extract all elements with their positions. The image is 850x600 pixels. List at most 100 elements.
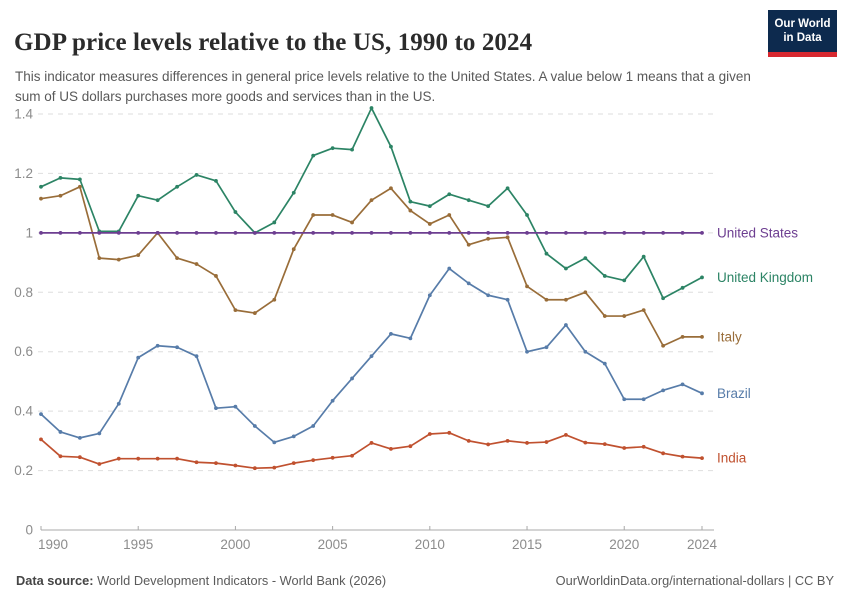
data-point-italy[interactable] — [311, 213, 316, 217]
data-point-united-kingdom[interactable] — [622, 278, 627, 283]
series-label-united-kingdom[interactable]: United Kingdom — [717, 270, 813, 285]
data-point-brazil[interactable] — [525, 349, 529, 354]
data-point-italy[interactable] — [447, 213, 452, 217]
data-point-united-kingdom[interactable] — [427, 204, 432, 209]
data-point-united-states[interactable] — [389, 230, 393, 235]
data-point-india[interactable] — [427, 432, 432, 436]
data-point-united-states[interactable] — [311, 230, 316, 235]
data-point-united-states[interactable] — [350, 230, 354, 235]
data-point-brazil[interactable] — [505, 297, 510, 302]
data-point-india[interactable] — [544, 440, 549, 444]
data-point-india[interactable] — [408, 444, 413, 449]
data-point-india[interactable] — [466, 438, 471, 443]
data-point-india[interactable] — [39, 437, 43, 442]
data-point-united-states[interactable] — [602, 230, 607, 235]
data-point-united-kingdom[interactable] — [155, 198, 160, 203]
data-point-italy[interactable] — [544, 297, 549, 302]
data-point-united-states[interactable] — [505, 230, 510, 235]
data-point-italy[interactable] — [583, 290, 588, 295]
data-point-united-kingdom[interactable] — [369, 106, 374, 110]
data-point-united-kingdom[interactable] — [602, 274, 607, 278]
data-point-united-states[interactable] — [39, 230, 43, 235]
data-point-brazil[interactable] — [369, 354, 374, 359]
data-point-brazil[interactable] — [427, 293, 432, 298]
data-point-united-states[interactable] — [77, 230, 82, 235]
data-point-united-states[interactable] — [369, 230, 374, 235]
data-point-united-kingdom[interactable] — [39, 184, 43, 189]
data-point-united-states[interactable] — [641, 230, 646, 235]
data-point-united-kingdom[interactable] — [233, 210, 238, 214]
data-point-italy[interactable] — [175, 256, 179, 261]
data-point-united-states[interactable] — [583, 230, 588, 235]
data-point-italy[interactable] — [505, 235, 510, 240]
data-point-united-kingdom[interactable] — [466, 198, 471, 203]
data-point-india[interactable] — [564, 433, 568, 437]
data-point-brazil[interactable] — [680, 382, 685, 387]
data-point-united-kingdom[interactable] — [272, 220, 277, 225]
data-point-italy[interactable] — [486, 236, 491, 241]
data-point-united-states[interactable] — [58, 230, 63, 235]
data-point-india[interactable] — [369, 441, 374, 445]
data-point-italy[interactable] — [350, 220, 354, 225]
data-point-united-states[interactable] — [214, 230, 218, 235]
data-point-italy[interactable] — [97, 256, 102, 261]
data-point-brazil[interactable] — [194, 354, 199, 359]
data-point-united-kingdom[interactable] — [564, 266, 568, 271]
data-point-united-states[interactable] — [155, 230, 160, 235]
data-point-united-states[interactable] — [427, 230, 432, 235]
data-point-italy[interactable] — [39, 196, 43, 201]
data-point-brazil[interactable] — [661, 388, 666, 393]
data-point-brazil[interactable] — [486, 293, 491, 298]
data-point-brazil[interactable] — [544, 345, 549, 350]
data-point-united-states[interactable] — [447, 230, 452, 235]
data-point-india[interactable] — [583, 440, 588, 445]
data-point-brazil[interactable] — [466, 281, 471, 286]
data-point-united-kingdom[interactable] — [175, 184, 179, 189]
data-point-italy[interactable] — [661, 343, 666, 348]
data-point-united-kingdom[interactable] — [408, 199, 413, 204]
data-point-india[interactable] — [700, 456, 704, 460]
data-point-united-states[interactable] — [252, 230, 257, 235]
data-point-india[interactable] — [447, 430, 452, 435]
data-point-italy[interactable] — [77, 184, 82, 189]
data-point-india[interactable] — [680, 454, 685, 459]
data-point-united-states[interactable] — [680, 230, 685, 235]
data-point-italy[interactable] — [389, 186, 393, 191]
data-point-brazil[interactable] — [564, 323, 568, 327]
data-point-united-states[interactable] — [622, 230, 627, 235]
data-point-united-states[interactable] — [525, 230, 529, 235]
series-label-india[interactable]: India — [717, 451, 747, 466]
data-point-united-kingdom[interactable] — [214, 178, 218, 183]
data-point-united-kingdom[interactable] — [77, 177, 82, 182]
data-point-united-states[interactable] — [291, 230, 296, 235]
data-point-brazil[interactable] — [291, 434, 296, 439]
data-point-italy[interactable] — [252, 311, 257, 315]
data-point-united-kingdom[interactable] — [58, 175, 63, 180]
data-point-italy[interactable] — [116, 257, 121, 262]
data-point-italy[interactable] — [700, 334, 704, 339]
data-point-india[interactable] — [233, 463, 238, 468]
data-point-india[interactable] — [97, 462, 102, 466]
data-point-india[interactable] — [77, 455, 82, 460]
data-point-united-states[interactable] — [486, 230, 491, 235]
data-point-united-kingdom[interactable] — [641, 254, 646, 259]
data-point-brazil[interactable] — [622, 397, 627, 402]
series-label-brazil[interactable]: Brazil — [717, 386, 751, 401]
series-line-india[interactable] — [40, 431, 703, 470]
data-point-brazil[interactable] — [311, 424, 316, 428]
data-point-united-kingdom[interactable] — [136, 193, 141, 198]
data-point-italy[interactable] — [680, 334, 685, 339]
data-point-italy[interactable] — [291, 247, 296, 252]
data-point-united-kingdom[interactable] — [389, 144, 393, 149]
data-point-brazil[interactable] — [641, 397, 646, 402]
data-point-brazil[interactable] — [602, 361, 607, 366]
data-point-india[interactable] — [194, 460, 199, 465]
data-point-united-states[interactable] — [194, 230, 199, 235]
data-point-united-kingdom[interactable] — [680, 285, 685, 290]
data-point-brazil[interactable] — [77, 435, 82, 440]
data-point-brazil[interactable] — [39, 412, 43, 417]
data-point-india[interactable] — [389, 446, 393, 451]
data-point-brazil[interactable] — [97, 431, 102, 436]
data-point-united-states[interactable] — [116, 230, 121, 235]
